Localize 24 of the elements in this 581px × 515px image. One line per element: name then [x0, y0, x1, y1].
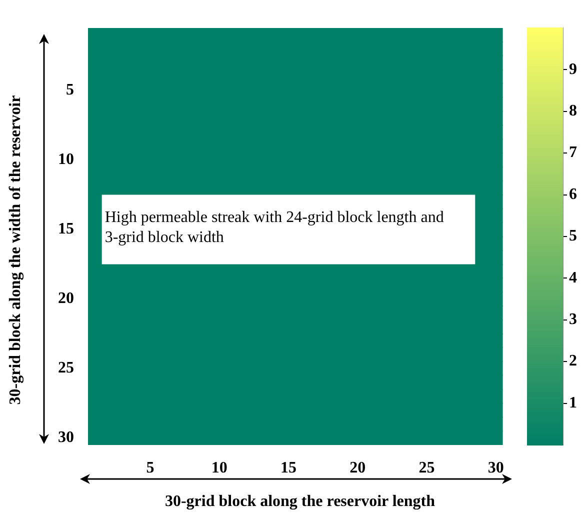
y-tick-label: 5 [66, 82, 74, 99]
y-axis-title: 30-grid block along the width of the reservoir [7, 95, 25, 405]
x-axis-title: 30-grid block along the reservoir length [164, 493, 436, 511]
color-bar-label: 9 [569, 60, 577, 78]
x-tick-label: 20 [350, 460, 366, 477]
y-tick-label: 30 [58, 429, 74, 446]
color-bar-label: 8 [569, 102, 577, 120]
y-tick-label: 20 [58, 290, 74, 308]
x-tick-label: 5 [146, 460, 154, 477]
y-tick-label: 10 [58, 151, 74, 168]
color-bar-label: 3 [569, 311, 577, 328]
color-bar-label: 5 [569, 228, 577, 245]
color-bar-label: 2 [569, 352, 577, 370]
y-tick-label: 25 [58, 360, 74, 377]
color-bar-label: 7 [569, 144, 577, 162]
x-tick-label: 25 [418, 460, 435, 477]
color-bar-label: 1 [569, 394, 577, 412]
annotation: High permeable streak with 24-grid block length and 3-grid block width [104, 208, 444, 246]
color-bar-label: 6 [569, 186, 577, 203]
color-bar-label: 4 [569, 269, 577, 286]
x-tick-label: 30 [488, 460, 504, 477]
x-tick-label: 10 [211, 460, 228, 477]
x-tick-label: 15 [280, 460, 296, 477]
y-tick-label: 15 [58, 220, 74, 238]
